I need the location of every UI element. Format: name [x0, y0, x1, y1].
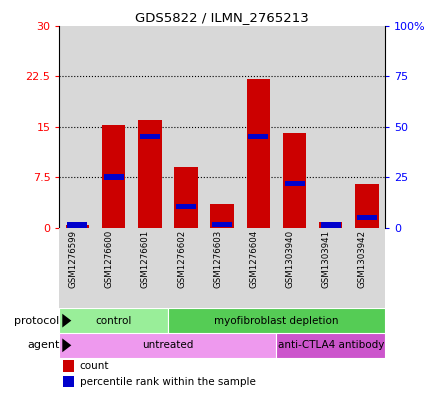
Bar	[349, 228, 385, 308]
Text: GSM1276601: GSM1276601	[141, 230, 150, 288]
Text: untreated: untreated	[142, 340, 194, 350]
Bar	[132, 26, 168, 228]
Title: GDS5822 / ILMN_2765213: GDS5822 / ILMN_2765213	[136, 11, 309, 24]
Bar	[174, 167, 198, 228]
Polygon shape	[62, 338, 71, 352]
Text: GSM1303940: GSM1303940	[286, 230, 294, 288]
Bar	[104, 174, 124, 180]
Bar	[313, 228, 349, 308]
Bar	[276, 228, 313, 308]
Bar	[276, 26, 313, 228]
Text: GSM1276600: GSM1276600	[105, 230, 114, 288]
Bar	[59, 308, 168, 333]
Bar	[249, 134, 268, 139]
Bar	[321, 222, 341, 228]
Bar	[168, 228, 204, 308]
Bar	[138, 120, 161, 228]
Bar	[62, 376, 74, 387]
Text: control: control	[95, 316, 132, 326]
Text: GSM1276603: GSM1276603	[213, 230, 222, 288]
Bar	[313, 26, 349, 228]
Text: percentile rank within the sample: percentile rank within the sample	[80, 376, 256, 387]
Bar	[355, 184, 379, 228]
Bar	[67, 222, 88, 228]
Bar	[283, 133, 306, 228]
Bar	[168, 26, 204, 228]
Bar	[285, 180, 304, 185]
Bar	[240, 228, 276, 308]
Text: protocol: protocol	[14, 316, 59, 326]
Text: count: count	[80, 361, 109, 371]
Bar	[102, 125, 125, 228]
Bar	[246, 79, 270, 228]
Text: GSM1303942: GSM1303942	[358, 230, 367, 288]
Bar	[176, 204, 196, 209]
Bar	[59, 333, 276, 358]
Bar	[240, 26, 276, 228]
Bar	[95, 228, 132, 308]
Bar	[95, 26, 132, 228]
Bar	[204, 228, 240, 308]
Bar	[210, 204, 234, 228]
Text: GSM1303941: GSM1303941	[322, 230, 331, 288]
Bar	[140, 134, 160, 139]
Text: myofibroblast depletion: myofibroblast depletion	[214, 316, 339, 326]
Polygon shape	[62, 314, 71, 327]
Bar	[276, 333, 385, 358]
Text: GSM1276604: GSM1276604	[249, 230, 258, 288]
Bar	[204, 26, 240, 228]
Bar	[62, 360, 74, 372]
Bar	[212, 222, 232, 227]
Text: GSM1276602: GSM1276602	[177, 230, 186, 288]
Bar	[66, 225, 89, 228]
Bar	[59, 228, 95, 308]
Text: agent: agent	[27, 340, 59, 350]
Text: anti-CTLA4 antibody: anti-CTLA4 antibody	[278, 340, 384, 350]
Bar	[59, 26, 95, 228]
Bar	[168, 308, 385, 333]
Bar	[319, 222, 342, 228]
Text: GSM1276599: GSM1276599	[69, 230, 77, 288]
Bar	[357, 215, 377, 220]
Bar	[132, 228, 168, 308]
Bar	[349, 26, 385, 228]
